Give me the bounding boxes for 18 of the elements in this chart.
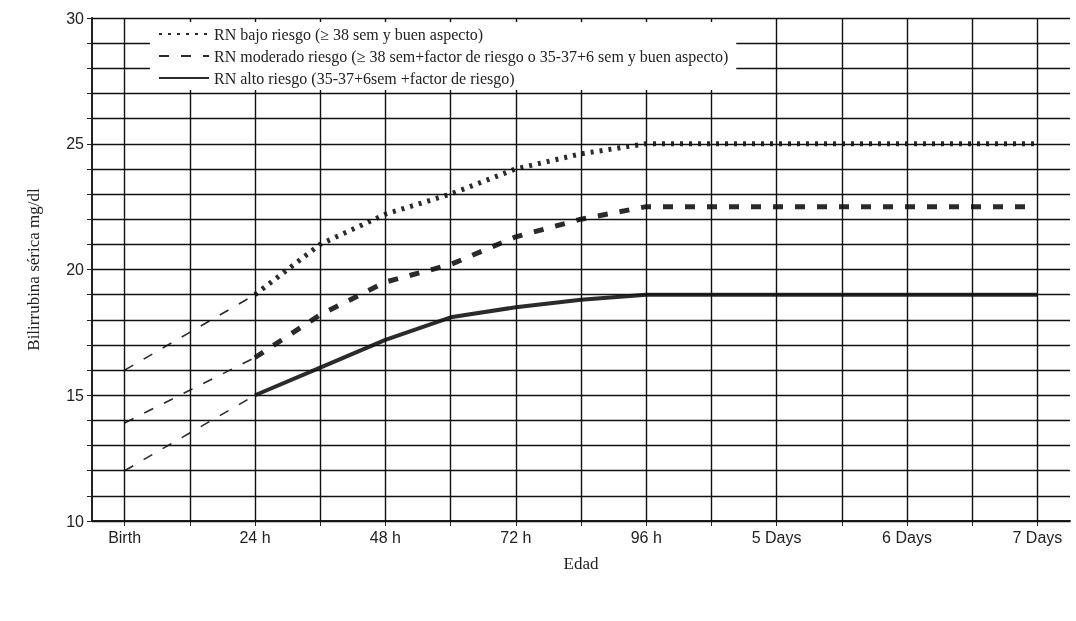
x-tick-label: 48 h — [369, 528, 401, 546]
x-tick-label: 24 h — [239, 528, 271, 546]
y-tick-label: 20 — [66, 261, 85, 278]
x-axis-title: Edad — [563, 554, 599, 573]
x-tick-label: 7 Days — [1012, 528, 1063, 546]
legend-label: RN alto riesgo (35-37+6sem +factor de riesgo) — [214, 69, 515, 88]
y-axis-title: Bilirrubina sérica mg/dl — [24, 188, 43, 351]
x-tick-label: Birth — [108, 528, 142, 546]
legend-label: RN moderado riesgo (≥ 38 sem+factor de riesgo o 35-37+6 sem y buen aspecto) — [214, 47, 729, 66]
x-tick-label: 6 Days — [882, 528, 932, 546]
y-tick-label: 10 — [66, 512, 85, 530]
y-tick-label: 30 — [66, 9, 85, 27]
y-tick-label: 25 — [66, 135, 85, 153]
legend-label: RN bajo riesgo (≥ 38 sem y buen aspecto) — [214, 25, 484, 44]
x-tick-label: 5 Days — [751, 528, 802, 546]
x-tick-label: 72 h — [500, 528, 532, 546]
y-tick-label: 15 — [66, 386, 85, 404]
x-tick-label: 96 h — [630, 528, 662, 546]
